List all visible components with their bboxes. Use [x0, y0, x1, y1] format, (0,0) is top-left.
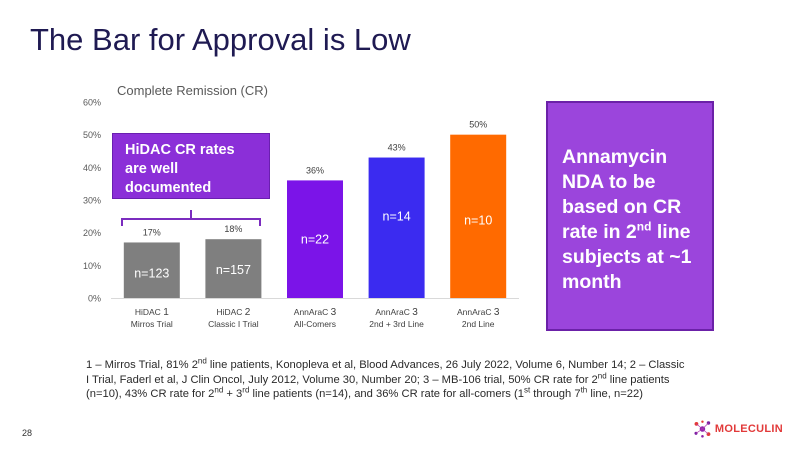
chart-title: Complete Remission (CR) [117, 83, 268, 98]
nda-callout-sup: nd [636, 219, 652, 234]
footnote-sup: rd [242, 385, 250, 395]
footnote-sup: th [580, 385, 588, 395]
y-tick-label: 10% [83, 261, 101, 271]
x-tick-label: AnnAraC 3 [457, 307, 500, 318]
footnote-part: line patients (n=10), 43% CR rate for 2 [86, 373, 670, 401]
footnote-sup: nd [197, 356, 207, 366]
molecule-icon [694, 420, 711, 438]
x-tick-sublabel: 2nd + 3rd Line [369, 319, 424, 329]
footnote-part: + 3 [223, 388, 243, 401]
bar-n-label: n=157 [216, 263, 251, 277]
x-tick-sublabel: Mirros Trial [131, 319, 173, 329]
nda-callout-main: Annamycin NDA to be based on CR rate in … [562, 146, 682, 243]
bar-n-label: n=22 [301, 232, 329, 246]
bar [205, 239, 262, 298]
bar-n-label: n=123 [134, 266, 169, 280]
bar-value-label: 36% [306, 165, 324, 175]
y-tick-label: 20% [83, 228, 101, 238]
bar-value-label: 43% [388, 143, 406, 153]
footnote-part: line, n=22) [587, 388, 643, 401]
slide-title: The Bar for Approval is Low [30, 22, 411, 57]
bar-n-label: n=14 [383, 210, 411, 224]
x-tick-sublabel: All-Comers [294, 319, 336, 329]
x-tick-label: HiDAC 2 [216, 307, 250, 318]
nda-callout: Annamycin NDA to be based on CR rate in … [546, 101, 714, 331]
hidac-callout: HiDAC CR rates are well documented [112, 133, 270, 199]
x-tick-label: HiDAC 1 [135, 307, 169, 318]
footnote-part: through 7 [530, 388, 581, 401]
x-tick-label: AnnAraC 3 [294, 307, 337, 318]
bar [450, 134, 507, 298]
y-tick-label: 60% [83, 98, 101, 108]
x-tick-label: AnnAraC 3 [375, 307, 418, 318]
bar-value-label: 50% [469, 120, 487, 130]
bar [287, 180, 343, 298]
footnote-part: 1 – Mirros Trial, 81% 2 [86, 359, 198, 371]
bar-n-label: n=10 [464, 214, 492, 228]
footnote: 1 – Mirros Trial, 81% 2nd line patients,… [86, 356, 686, 402]
bar-value-label: 18% [224, 224, 242, 234]
footnote-sup: nd [214, 385, 224, 395]
footnote-sup: nd [597, 370, 607, 380]
footnote-part: line patients, Konopleva et al, Blood Ad… [86, 359, 685, 386]
page-number: 28 [22, 428, 33, 438]
hidac-callout-text: HiDAC CR rates are well documented [125, 142, 235, 196]
y-tick-label: 0% [88, 294, 101, 304]
nda-callout-rest: line subjects at ~1 month [562, 221, 692, 293]
footnote-sup: st [523, 385, 531, 395]
logo-text: MOLECULIN [714, 423, 783, 435]
bar [123, 242, 180, 298]
x-tick-sublabel: 2nd Line [462, 319, 495, 329]
footnote-part: line patients (n=14), and 36% CR rate fo… [249, 388, 524, 401]
y-tick-label: 50% [83, 130, 101, 140]
bar-value-label: 17% [143, 227, 161, 237]
moleculin-logo: MOLECULIN [693, 416, 783, 442]
y-tick-label: 30% [83, 196, 101, 206]
x-tick-sublabel: Classic I Trial [208, 319, 259, 329]
y-tick-label: 40% [83, 163, 101, 173]
bar [368, 157, 425, 298]
